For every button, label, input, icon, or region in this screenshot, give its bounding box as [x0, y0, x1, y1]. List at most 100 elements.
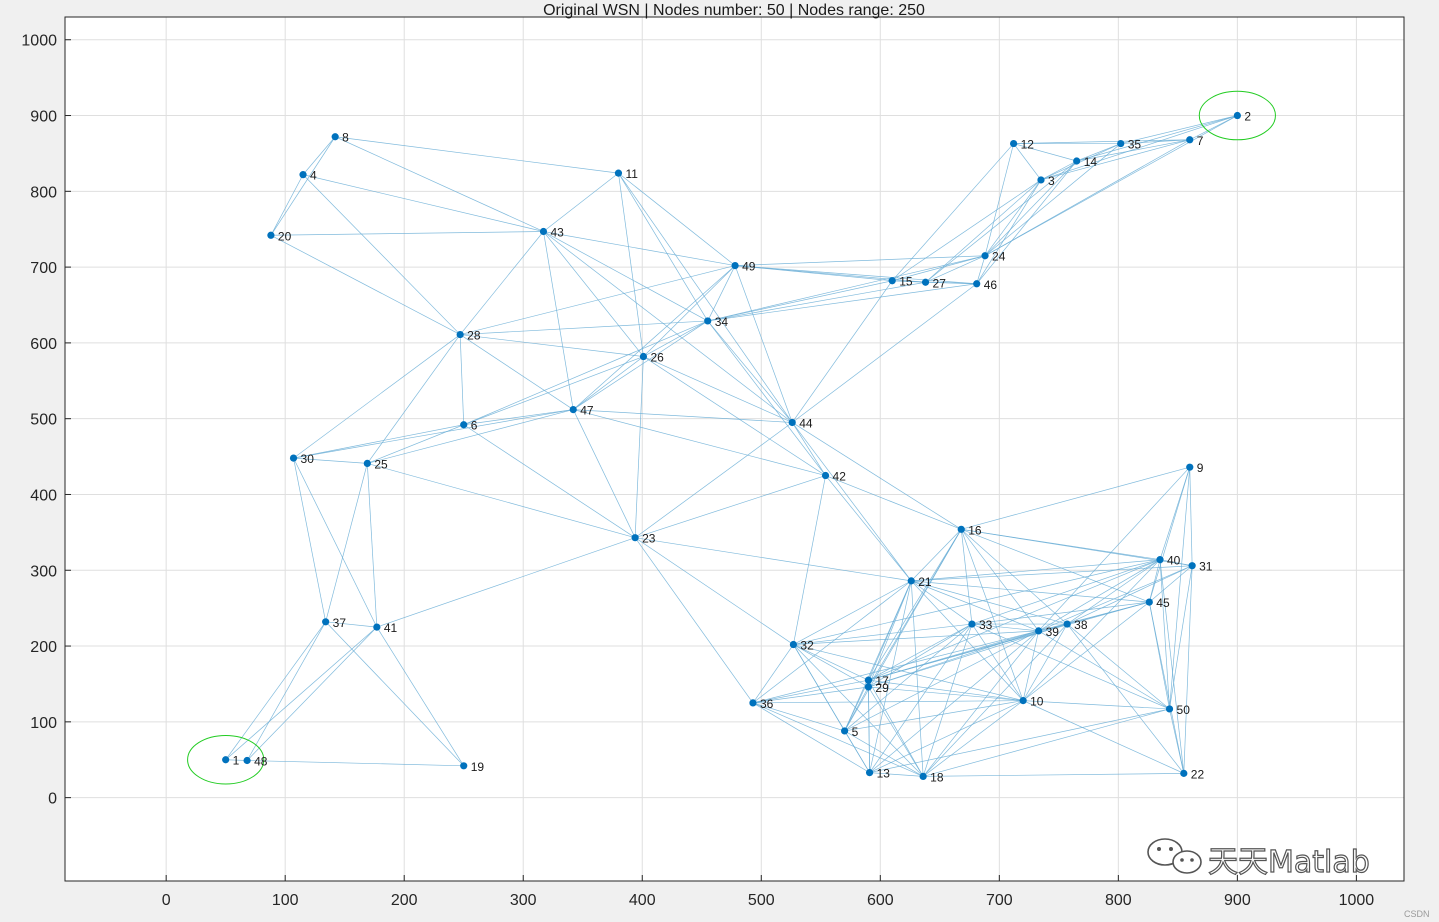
- edge-3-2: [1040, 115, 1238, 181]
- edge-25-47: [367, 409, 574, 464]
- y-tick-label: 900: [30, 109, 57, 126]
- edge-45-22: [1148, 602, 1185, 774]
- edge-24-2: [984, 115, 1238, 257]
- edge-28-49: [460, 265, 736, 335]
- node-label-23: 23: [642, 532, 656, 546]
- y-tick-label: 500: [30, 412, 57, 429]
- node-4: [299, 171, 307, 179]
- node-46: [973, 280, 981, 288]
- node-27: [921, 278, 930, 286]
- x-tick-label: 700: [986, 892, 1013, 909]
- node-1: [222, 756, 230, 764]
- node-15: [888, 277, 896, 285]
- edge-41-23: [376, 537, 636, 628]
- edge-44-16: [792, 422, 962, 530]
- edge-9-39: [1038, 466, 1191, 632]
- edge-20-4: [270, 174, 304, 236]
- node-label-21: 21: [918, 575, 932, 589]
- edge-27-24: [925, 255, 986, 283]
- edge-25-6: [367, 424, 464, 464]
- chart-title: Original WSN | Nodes number: 50 | Nodes …: [543, 2, 925, 19]
- plot-area: [64, 16, 1405, 882]
- x-tick-label: 900: [1224, 892, 1251, 909]
- node-47: [569, 405, 577, 414]
- edge-36-29: [752, 686, 869, 704]
- x-tick-label: 0: [162, 892, 171, 909]
- node-label-17: 17: [875, 674, 889, 688]
- edge-35-7: [1120, 139, 1190, 144]
- edge-10-22: [1022, 700, 1184, 774]
- edge-29-13: [868, 686, 870, 773]
- edge-33-10: [971, 623, 1024, 701]
- edge-17-5: [844, 680, 869, 732]
- node-label-19: 19: [471, 760, 485, 774]
- node-label-10: 10: [1030, 695, 1044, 709]
- node-label-38: 38: [1074, 618, 1088, 632]
- edge-14-7: [1076, 139, 1190, 162]
- edge-34-15: [707, 280, 893, 322]
- node-label-47: 47: [580, 404, 594, 418]
- edge-33-29: [868, 623, 973, 688]
- node-labels: 1234567891011121314151617181920212223242…: [233, 110, 1252, 785]
- edge-43-26: [543, 231, 644, 357]
- watermark-credit: CSDN: [1404, 909, 1430, 919]
- edge-42-16: [825, 475, 962, 530]
- edge-17-10: [868, 679, 1024, 701]
- edge-15-44: [791, 280, 893, 423]
- node-label-37: 37: [333, 616, 347, 630]
- edge-30-6: [293, 424, 464, 459]
- edge-39-13: [869, 630, 1039, 773]
- edge-34-24: [707, 255, 986, 322]
- node-20: [267, 231, 275, 239]
- edge-36-18: [752, 702, 924, 777]
- edge-26-23: [634, 356, 644, 538]
- edge-9-50: [1169, 467, 1191, 709]
- node-label-5: 5: [852, 725, 859, 739]
- node-label-22: 22: [1191, 767, 1205, 781]
- node-35: [1117, 139, 1125, 148]
- edge-16-10: [960, 529, 1024, 701]
- edge-21-32: [793, 580, 912, 645]
- node-48: [243, 756, 251, 765]
- edge-16-33: [960, 529, 973, 625]
- edge-41-19: [376, 626, 465, 766]
- edge-45-10: [1022, 601, 1150, 701]
- node-29: [864, 683, 873, 691]
- edge-45-33: [971, 601, 1150, 625]
- range-circles: [187, 90, 1276, 785]
- edge-40-33: [971, 559, 1161, 625]
- y-tick-label: 200: [30, 639, 57, 656]
- edge-26-44: [643, 356, 793, 423]
- node-label-4: 4: [310, 169, 317, 183]
- grid-lines: [65, 17, 1404, 881]
- x-tick-label: 1000: [1339, 892, 1375, 909]
- node-43: [539, 227, 548, 236]
- node-13: [865, 769, 874, 777]
- watermark: 天天Matlab CSDN: [1147, 838, 1430, 919]
- node-41: [373, 623, 381, 631]
- watermark-text: 天天Matlab: [1208, 845, 1370, 880]
- edge-37-30: [293, 458, 327, 622]
- edge-34-44: [707, 320, 793, 423]
- edge-32-17: [793, 644, 869, 681]
- y-tick-label: 0: [48, 791, 57, 808]
- edge-5-13: [844, 730, 870, 773]
- edge-48-41: [246, 626, 378, 761]
- node-label-32: 32: [800, 639, 814, 653]
- node-label-27: 27: [933, 276, 947, 290]
- edge-14-2: [1076, 115, 1238, 162]
- edge-38-10: [1022, 623, 1068, 701]
- node-label-43: 43: [550, 225, 564, 239]
- edge-9-31: [1189, 467, 1193, 566]
- edge-12-14: [1013, 143, 1077, 162]
- edge-13-10: [869, 700, 1024, 773]
- node-17: [864, 676, 873, 684]
- edge-15-24: [892, 255, 986, 282]
- edge-44-23: [634, 422, 793, 538]
- node-label-44: 44: [799, 416, 813, 430]
- edge-3-7: [1040, 139, 1190, 181]
- edge-40-39: [1038, 559, 1161, 632]
- edge-40-21: [911, 559, 1161, 582]
- edge-3-14: [1040, 160, 1077, 181]
- edge-43-49: [543, 231, 736, 266]
